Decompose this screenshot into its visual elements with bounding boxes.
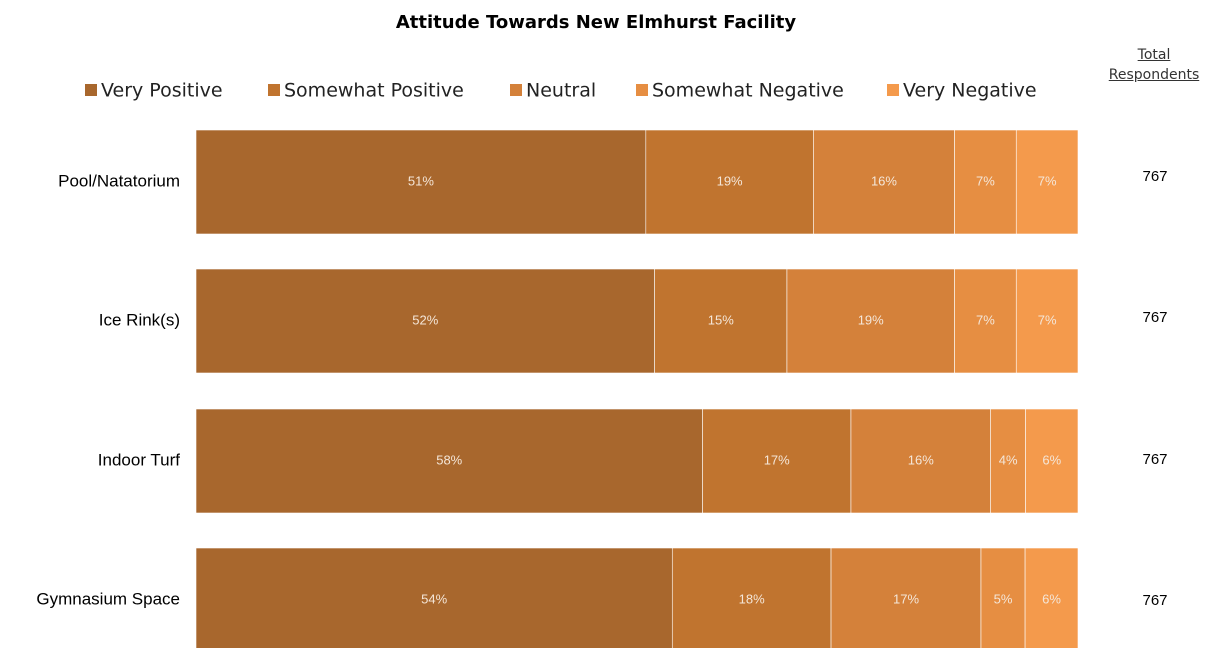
legend-swatch	[85, 84, 97, 96]
total-value: 767	[1142, 592, 1167, 609]
totals-header: Total Respondents	[1108, 47, 1200, 83]
bar-segment	[954, 268, 1017, 374]
legend-swatch	[268, 84, 280, 96]
total-value: 767	[1142, 309, 1167, 326]
data-label: 5%	[994, 591, 1013, 606]
category-label: Gymnasium Space	[36, 589, 180, 608]
data-label: 58%	[436, 452, 462, 467]
bar-segment	[786, 268, 955, 374]
bar-segment	[645, 129, 814, 235]
category-label: Indoor Turf	[98, 450, 180, 469]
bar-segment	[195, 547, 673, 648]
bar-segment	[195, 129, 647, 235]
bar-segment	[1015, 129, 1079, 235]
data-label: 54%	[421, 591, 447, 606]
bar-segment	[813, 129, 955, 235]
data-label: 17%	[893, 591, 919, 606]
data-label: 19%	[858, 312, 884, 327]
data-label: 16%	[871, 173, 897, 188]
total-value: 767	[1142, 168, 1167, 185]
data-label: 17%	[764, 452, 790, 467]
total-value: 767	[1142, 451, 1167, 468]
bar-segment	[1024, 547, 1079, 648]
legend-swatch	[636, 84, 648, 96]
bar-segment	[195, 268, 655, 374]
legend-label: Very Positive	[101, 80, 223, 102]
data-label: 6%	[1042, 591, 1061, 606]
data-label: 4%	[999, 452, 1018, 467]
bar-segment	[850, 408, 991, 514]
data-label: 7%	[976, 173, 995, 188]
bar-segment	[990, 408, 1026, 514]
bar-segment	[1015, 268, 1079, 374]
legend-swatch	[510, 84, 522, 96]
bar-segment	[1025, 408, 1079, 514]
data-label: 7%	[1038, 312, 1057, 327]
data-label: 7%	[1038, 173, 1057, 188]
legend-label: Somewhat Negative	[652, 80, 844, 102]
data-label: 6%	[1042, 452, 1061, 467]
bar-segment	[671, 547, 832, 648]
data-label: 18%	[739, 591, 765, 606]
data-label: 7%	[976, 312, 995, 327]
legend-swatch	[887, 84, 899, 96]
data-label: 52%	[412, 312, 438, 327]
bar-segment	[830, 547, 982, 648]
category-label: Pool/Natatorium	[58, 171, 180, 190]
legend-label: Somewhat Positive	[284, 80, 464, 102]
category-label: Ice Rink(s)	[99, 310, 180, 329]
bar-segment	[954, 129, 1017, 235]
data-label: 19%	[717, 173, 743, 188]
bar-segment	[654, 268, 788, 374]
bar-segment	[702, 408, 852, 514]
legend-label: Very Negative	[903, 80, 1037, 102]
data-label: 15%	[708, 312, 734, 327]
chart-title: Attitude Towards New Elmhurst Facility	[396, 12, 797, 33]
data-label: 51%	[408, 173, 434, 188]
data-label: 16%	[908, 452, 934, 467]
bar-segment	[980, 547, 1026, 648]
legend-label: Neutral	[526, 80, 596, 102]
